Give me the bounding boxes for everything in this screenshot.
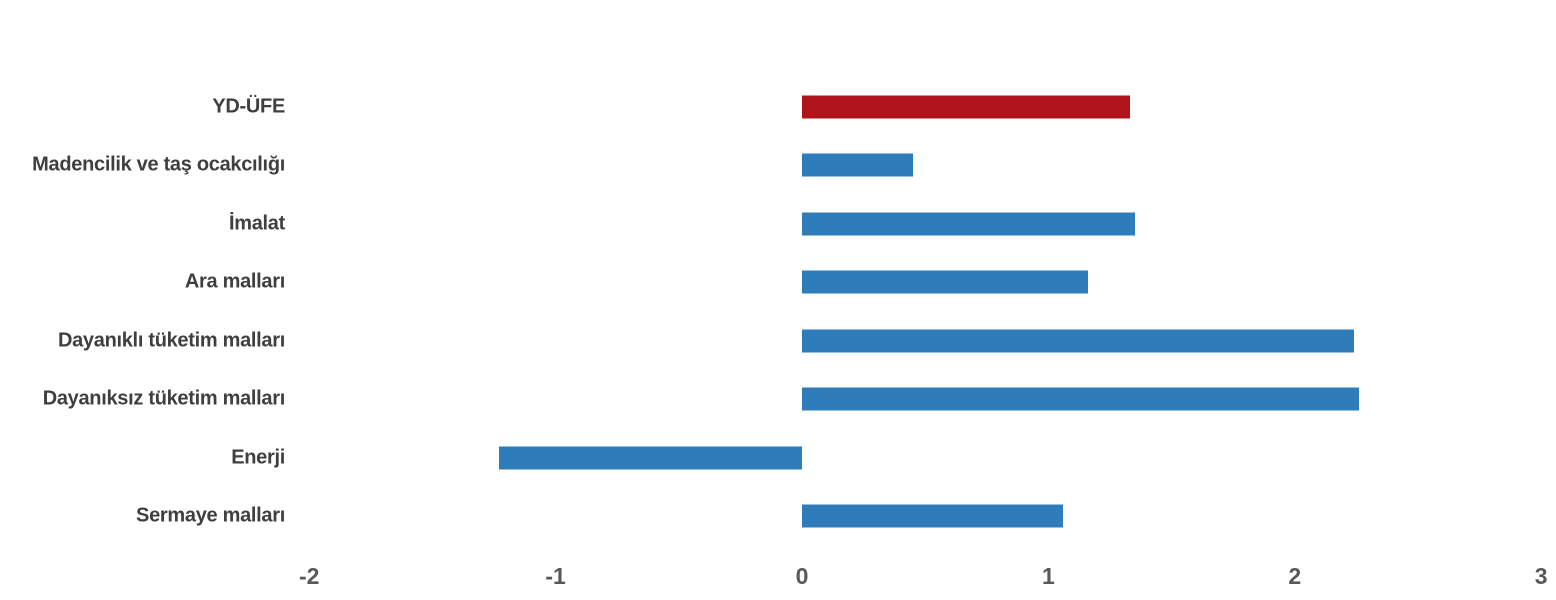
bar — [802, 504, 1064, 528]
category-label: İmalat — [228, 212, 285, 235]
bar — [802, 329, 1354, 353]
category-label: Dayanıklı tüketim malları — [57, 329, 285, 352]
bar — [498, 446, 802, 470]
x-axis-tick-label: 2 — [1288, 563, 1302, 589]
category-label: Madencilik ve taş ocakcılığı — [32, 153, 285, 176]
bar — [802, 270, 1088, 294]
bar — [802, 95, 1130, 119]
bar — [802, 212, 1135, 236]
x-axis-tick-label: 0 — [795, 563, 809, 589]
category-label: YD-ÜFE — [212, 95, 285, 118]
x-axis-tick-label: -1 — [545, 563, 566, 589]
x-axis-tick-label: 1 — [1041, 563, 1055, 589]
category-label: Sermaye malları — [136, 504, 285, 527]
category-label: Ara malları — [184, 270, 285, 293]
category-label: Enerji — [231, 446, 285, 469]
bar — [802, 153, 913, 177]
x-axis-tick-label: 3 — [1534, 563, 1548, 589]
x-axis-tick-label: -2 — [298, 563, 320, 589]
bar — [802, 387, 1359, 411]
category-label: Dayanıksız tüketim malları — [42, 387, 286, 410]
